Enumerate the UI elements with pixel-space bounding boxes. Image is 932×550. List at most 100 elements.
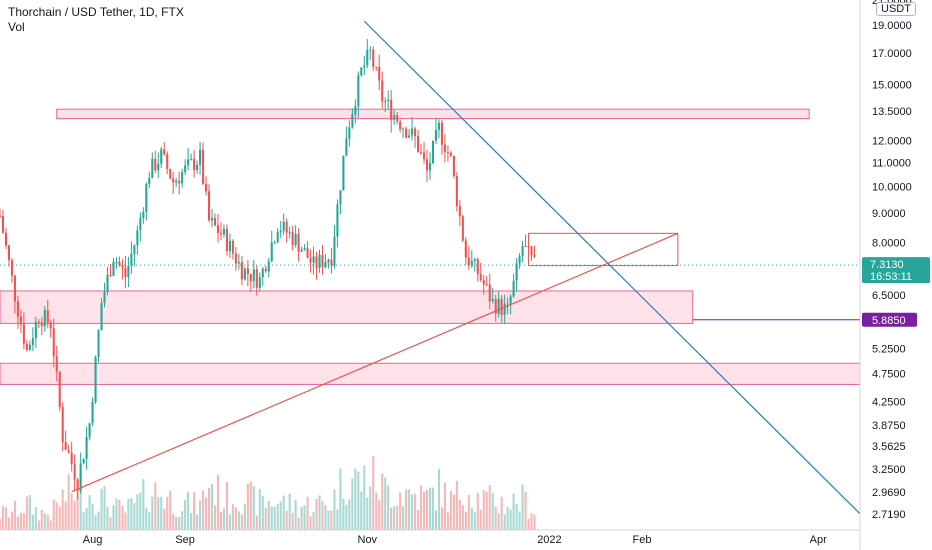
- candle[interactable]: [112, 261, 115, 276]
- candle[interactable]: [109, 274, 112, 276]
- candle[interactable]: [279, 230, 282, 233]
- candle[interactable]: [360, 67, 363, 76]
- candle[interactable]: [40, 322, 43, 327]
- candle[interactable]: [121, 265, 124, 268]
- uptrend-line[interactable]: [71, 232, 679, 493]
- candle[interactable]: [142, 211, 145, 218]
- candle[interactable]: [207, 191, 211, 221]
- candle[interactable]: [52, 328, 55, 357]
- candle[interactable]: [285, 221, 288, 233]
- candle[interactable]: [106, 274, 109, 292]
- candle[interactable]: [70, 452, 73, 464]
- candle[interactable]: [199, 149, 202, 165]
- candle[interactable]: [446, 152, 449, 154]
- candle[interactable]: [327, 259, 330, 262]
- candle[interactable]: [291, 232, 294, 245]
- candle[interactable]: [384, 101, 387, 103]
- candle[interactable]: [306, 248, 309, 259]
- candle[interactable]: [237, 261, 240, 264]
- candle[interactable]: [4, 232, 8, 246]
- candle[interactable]: [28, 344, 31, 350]
- candle[interactable]: [354, 106, 357, 115]
- time-axis[interactable]: [0, 530, 860, 550]
- candle[interactable]: [396, 115, 399, 122]
- candle[interactable]: [172, 178, 175, 183]
- candle[interactable]: [470, 260, 473, 266]
- candle[interactable]: [348, 127, 351, 139]
- candle[interactable]: [64, 442, 67, 451]
- candle[interactable]: [455, 175, 458, 207]
- candle[interactable]: [184, 165, 187, 173]
- candle[interactable]: [25, 343, 28, 350]
- candle[interactable]: [330, 259, 333, 266]
- candle[interactable]: [488, 284, 491, 302]
- candle[interactable]: [85, 436, 88, 459]
- candle[interactable]: [312, 256, 315, 263]
- candle[interactable]: [437, 122, 441, 130]
- candle[interactable]: [363, 65, 366, 68]
- candle[interactable]: [231, 241, 234, 254]
- candle[interactable]: [506, 303, 509, 305]
- candle[interactable]: [300, 250, 303, 252]
- candle[interactable]: [49, 322, 52, 329]
- candle[interactable]: [258, 277, 261, 288]
- candle[interactable]: [76, 479, 79, 491]
- candle[interactable]: [130, 253, 133, 266]
- candle[interactable]: [521, 245, 524, 257]
- candle[interactable]: [193, 158, 196, 171]
- candle[interactable]: [196, 164, 199, 171]
- candle[interactable]: [267, 261, 270, 272]
- candle[interactable]: [452, 155, 455, 176]
- candle[interactable]: [357, 75, 360, 107]
- candle[interactable]: [0, 215, 2, 217]
- candle[interactable]: [61, 407, 64, 443]
- candle[interactable]: [246, 268, 249, 275]
- candle[interactable]: [148, 177, 151, 185]
- candle[interactable]: [178, 180, 181, 184]
- candle[interactable]: [100, 303, 103, 331]
- candle[interactable]: [243, 268, 246, 280]
- candle[interactable]: [58, 371, 61, 408]
- candle[interactable]: [210, 218, 214, 221]
- candle[interactable]: [419, 152, 423, 154]
- candle[interactable]: [249, 274, 252, 282]
- candle[interactable]: [414, 128, 417, 136]
- candle[interactable]: [378, 66, 381, 81]
- candle[interactable]: [297, 233, 300, 252]
- candle[interactable]: [518, 256, 521, 264]
- candle[interactable]: [276, 232, 279, 243]
- candle[interactable]: [255, 269, 258, 288]
- candle[interactable]: [449, 152, 452, 156]
- candle[interactable]: [139, 217, 142, 231]
- candle[interactable]: [509, 296, 512, 304]
- candle[interactable]: [482, 280, 485, 285]
- candle[interactable]: [43, 310, 46, 327]
- candle[interactable]: [339, 190, 342, 205]
- candle[interactable]: [16, 301, 19, 317]
- candle[interactable]: [7, 245, 11, 261]
- candle[interactable]: [440, 122, 443, 145]
- candle[interactable]: [264, 268, 267, 272]
- support-zone-3[interactable]: [0, 362, 861, 385]
- candle[interactable]: [464, 240, 467, 258]
- candle[interactable]: [309, 258, 312, 263]
- candle[interactable]: [387, 99, 390, 102]
- candle[interactable]: [175, 180, 178, 183]
- candle[interactable]: [190, 158, 193, 160]
- candle[interactable]: [381, 80, 384, 102]
- candle[interactable]: [261, 268, 264, 278]
- candle[interactable]: [273, 242, 276, 244]
- candle[interactable]: [31, 338, 34, 345]
- candle[interactable]: [1, 215, 5, 233]
- candle[interactable]: [390, 99, 393, 120]
- candle[interactable]: [333, 236, 336, 266]
- candle[interactable]: [46, 310, 49, 323]
- candle[interactable]: [252, 269, 255, 282]
- candle[interactable]: [422, 152, 426, 160]
- candle[interactable]: [524, 245, 527, 247]
- candle[interactable]: [222, 228, 226, 235]
- candle[interactable]: [136, 230, 139, 246]
- candle[interactable]: [127, 265, 130, 277]
- candle[interactable]: [103, 291, 106, 304]
